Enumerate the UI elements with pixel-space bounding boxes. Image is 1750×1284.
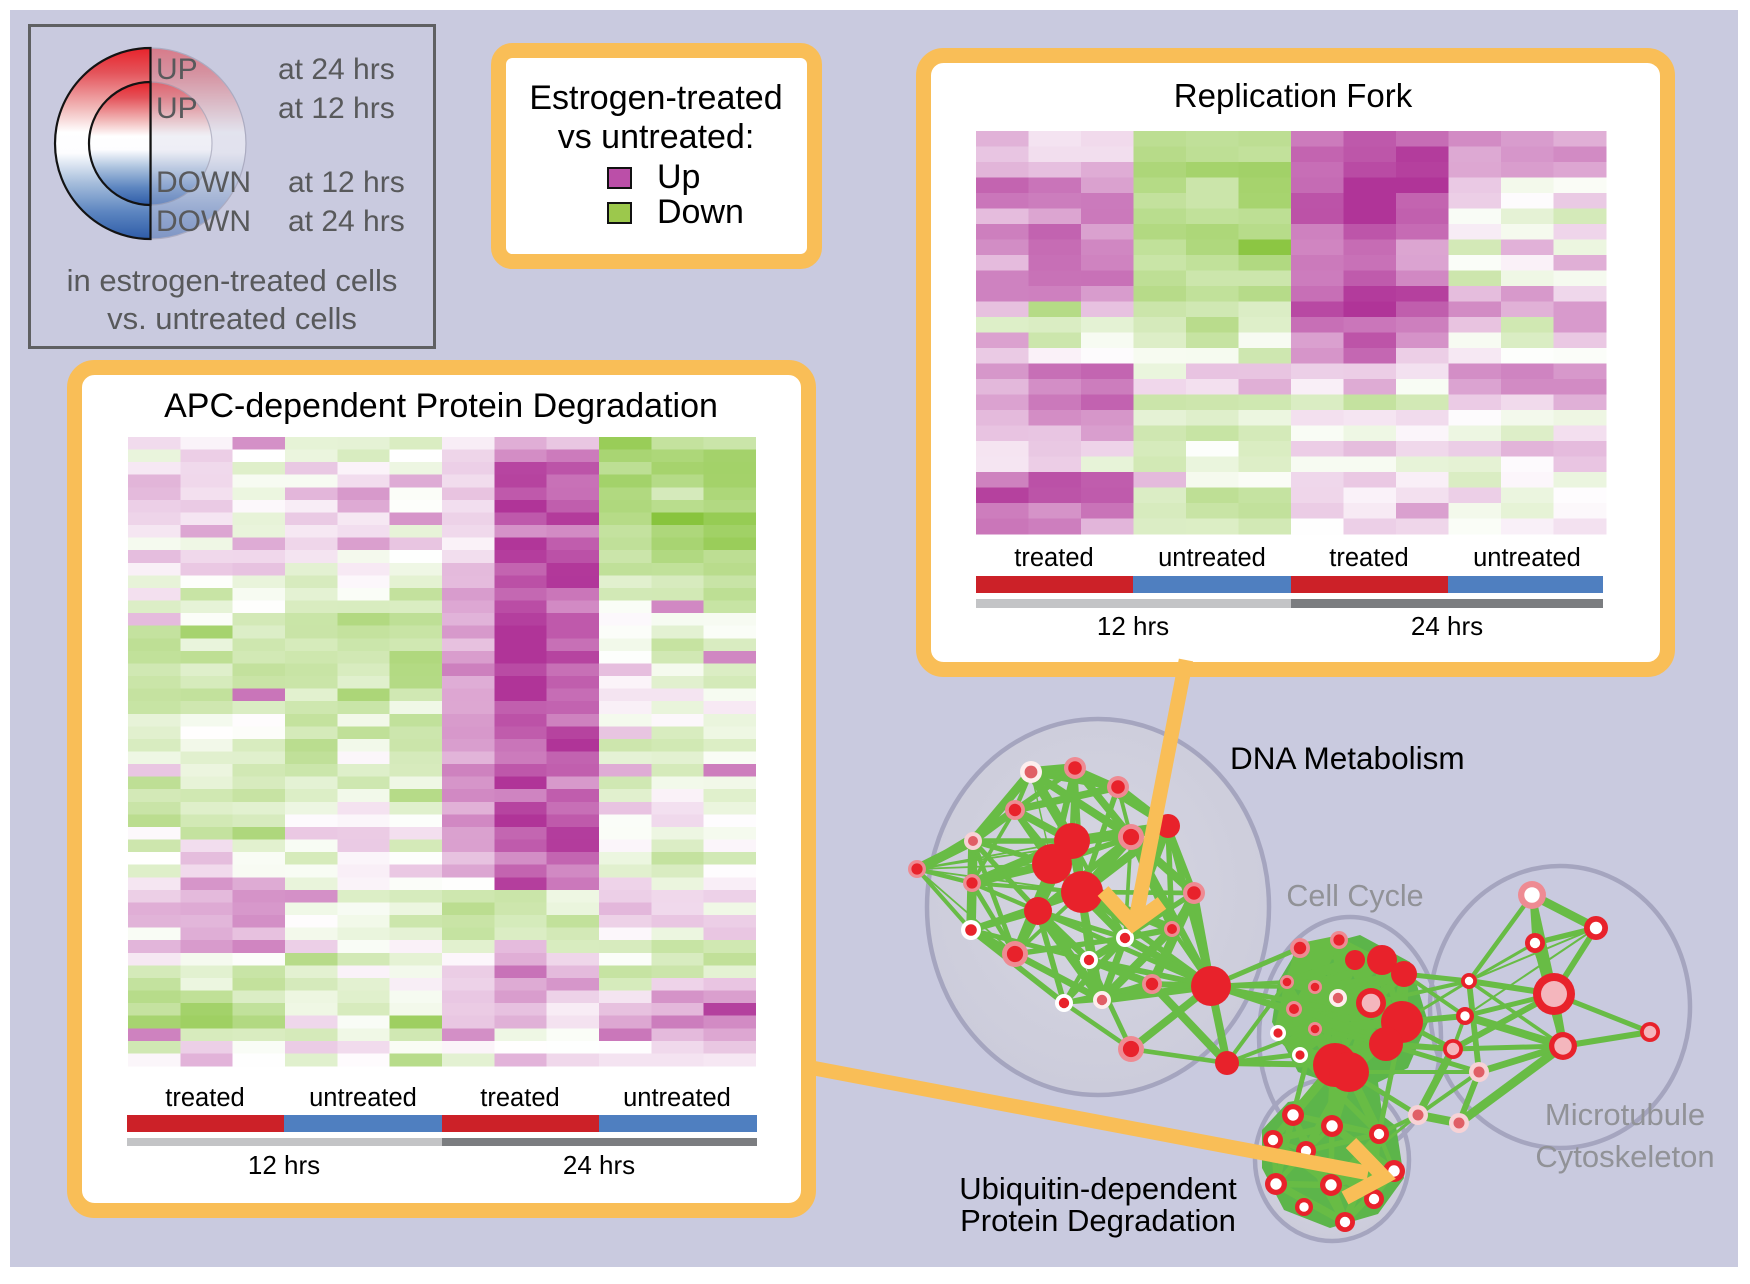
svg-text:APC-dependent Protein Degradat: APC-dependent Protein Degradation: [164, 387, 718, 425]
svg-text:12 hrs: 12 hrs: [248, 1150, 320, 1180]
svg-text:in estrogen-treated cells: in estrogen-treated cells: [67, 263, 398, 298]
svg-text:vs untreated:: vs untreated:: [558, 118, 755, 156]
svg-text:treated: treated: [165, 1084, 244, 1112]
svg-text:vs. untreated cells: vs. untreated cells: [107, 301, 357, 336]
svg-text:Cytoskeleton: Cytoskeleton: [1535, 1139, 1714, 1174]
svg-text:DNA Metabolism: DNA Metabolism: [1230, 740, 1465, 776]
svg-text:at 12 hrs: at 12 hrs: [288, 166, 405, 199]
svg-text:Ubiquitin-dependent: Ubiquitin-dependent: [959, 1171, 1237, 1206]
svg-text:untreated: untreated: [1473, 544, 1581, 572]
svg-text:Replication Fork: Replication Fork: [1174, 77, 1413, 114]
svg-text:Protein Degradation: Protein Degradation: [960, 1203, 1236, 1238]
svg-text:12 hrs: 12 hrs: [1097, 611, 1169, 641]
svg-text:UP: UP: [156, 53, 198, 86]
svg-text:Microtubule: Microtubule: [1545, 1097, 1705, 1132]
svg-text:treated: treated: [1329, 544, 1408, 572]
svg-text:untreated: untreated: [1158, 544, 1266, 572]
svg-text:at 12 hrs: at 12 hrs: [278, 92, 395, 125]
svg-text:24 hrs: 24 hrs: [1411, 611, 1483, 641]
svg-text:at 24 hrs: at 24 hrs: [278, 53, 395, 86]
svg-text:untreated: untreated: [623, 1084, 731, 1112]
svg-text:Cell Cycle: Cell Cycle: [1286, 879, 1423, 913]
svg-text:UP: UP: [156, 92, 198, 125]
svg-text:treated: treated: [480, 1084, 559, 1112]
svg-text:Up: Up: [657, 158, 700, 196]
svg-text:Down: Down: [657, 193, 744, 231]
svg-text:treated: treated: [1014, 544, 1093, 572]
svg-text:DOWN: DOWN: [156, 166, 251, 199]
svg-text:DOWN: DOWN: [156, 205, 251, 238]
svg-text:untreated: untreated: [309, 1084, 417, 1112]
svg-text:24 hrs: 24 hrs: [563, 1150, 635, 1180]
svg-text:Estrogen-treated: Estrogen-treated: [529, 79, 782, 117]
svg-text:at 24 hrs: at 24 hrs: [288, 205, 405, 238]
